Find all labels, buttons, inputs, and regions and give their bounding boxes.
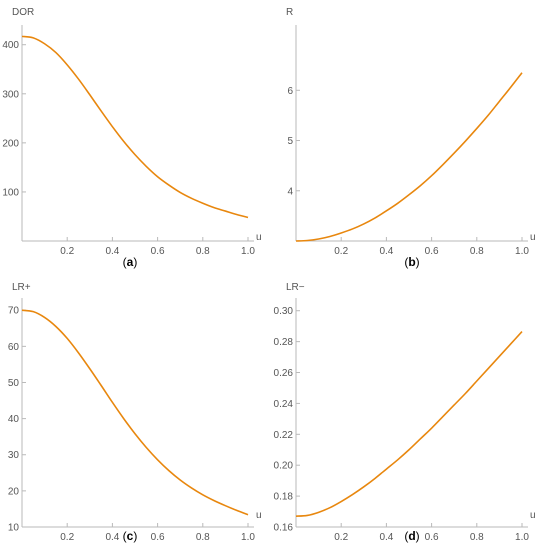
- x-tick-label: 0.8: [196, 532, 210, 543]
- y-tick-label: 40: [8, 414, 20, 425]
- caption-open: (: [123, 255, 127, 269]
- caption-open: (: [123, 529, 127, 543]
- series-line: [21, 35, 249, 219]
- x-tick-label: 0.6: [425, 246, 439, 257]
- caption-close: ): [133, 529, 137, 543]
- y-axis-label: DOR: [12, 7, 34, 18]
- caption-close: ): [133, 255, 137, 269]
- caption-open: (: [404, 529, 408, 543]
- x-tick-label: 0.4: [105, 246, 119, 257]
- chart-panel-a: 0.2 0.4 0.6 0.8 1.0 100 200 300 400 DOR u (a): [2, 7, 261, 269]
- chart-panel-d: 0.2 0.4 0.6 0.8 1.0 0.16 0.18 0.20 0.22 0.24 0.26 0…: [274, 282, 536, 543]
- x-tick-label: 0.8: [470, 246, 484, 257]
- caption-open: (: [404, 255, 408, 269]
- x-axis-label: u: [530, 510, 536, 521]
- x-tick-label: 0.4: [105, 532, 119, 543]
- y-tick-label: 20: [8, 486, 20, 497]
- panel-caption: (a): [123, 255, 138, 269]
- x-tick-label: 0.6: [151, 532, 165, 543]
- x-axis-label: u: [530, 232, 536, 243]
- series-line: [21, 309, 249, 516]
- y-tick-label: 200: [2, 138, 19, 149]
- y-axis-label: R: [286, 7, 293, 18]
- y-tick-label: 0.28: [274, 337, 294, 348]
- y-axis-label: LR+: [12, 282, 31, 293]
- y-tick-label: 100: [2, 187, 19, 198]
- y-tick-label: 60: [8, 342, 20, 353]
- caption-letter: c: [127, 529, 134, 543]
- y-axis-label: LR−: [286, 282, 305, 293]
- y-tick-label: 0.22: [274, 430, 294, 441]
- y-tick-label: 5: [287, 136, 293, 147]
- panel-caption: (b): [404, 255, 419, 269]
- y-tick-label: 30: [8, 450, 20, 461]
- x-tick-label: 0.6: [151, 246, 165, 257]
- series-line: [295, 331, 523, 517]
- x-tick-label: 0.2: [60, 532, 74, 543]
- y-tick-label: 50: [8, 378, 20, 389]
- x-tick-label: 0.2: [60, 246, 74, 257]
- x-tick-label: 0.6: [425, 532, 439, 543]
- x-tick-label: 1.0: [241, 532, 255, 543]
- x-tick-label: 0.4: [379, 246, 393, 257]
- x-tick-label: 0.4: [379, 532, 393, 543]
- caption-close: ): [416, 529, 420, 543]
- x-tick-label: 0.8: [470, 532, 484, 543]
- y-tick-label: 0.24: [274, 399, 294, 410]
- chart-panel-b: 0.2 0.4 0.6 0.8 1.0 4 5 6 Ru (b): [286, 7, 536, 269]
- y-tick-label: 70: [8, 306, 20, 317]
- y-tick-label: 0.18: [274, 492, 294, 503]
- panel-caption: (c): [123, 529, 138, 543]
- x-tick-label: 0.2: [334, 246, 348, 257]
- x-tick-label: 0.8: [196, 246, 210, 257]
- x-tick-label: 1.0: [241, 246, 255, 257]
- caption-letter: d: [408, 529, 415, 543]
- panel-caption: (d): [404, 529, 419, 543]
- x-axis-label: u: [256, 510, 262, 521]
- y-tick-label: 0.30: [274, 306, 294, 317]
- y-tick-label: 4: [287, 186, 293, 197]
- x-tick-label: 1.0: [515, 532, 529, 543]
- y-tick-label: 0.26: [274, 368, 294, 379]
- series-line: [295, 72, 523, 242]
- y-tick-label: 300: [2, 89, 19, 100]
- caption-letter: b: [408, 255, 415, 269]
- x-tick-label: 1.0: [515, 246, 529, 257]
- y-tick-label: 6: [287, 86, 293, 97]
- y-tick-label: 0.20: [274, 461, 294, 472]
- caption-letter: a: [127, 255, 134, 269]
- x-axis-label: u: [256, 232, 262, 243]
- chart-panel-c: 0.2 0.4 0.6 0.8 1.0 10 20 30 40 50 60 70 LR+ u (c): [8, 282, 262, 543]
- y-tick-label: 0.16: [274, 523, 294, 534]
- caption-close: ): [416, 255, 420, 269]
- x-tick-label: 0.2: [334, 532, 348, 543]
- y-tick-label: 10: [8, 523, 20, 534]
- y-tick-label: 400: [2, 40, 19, 51]
